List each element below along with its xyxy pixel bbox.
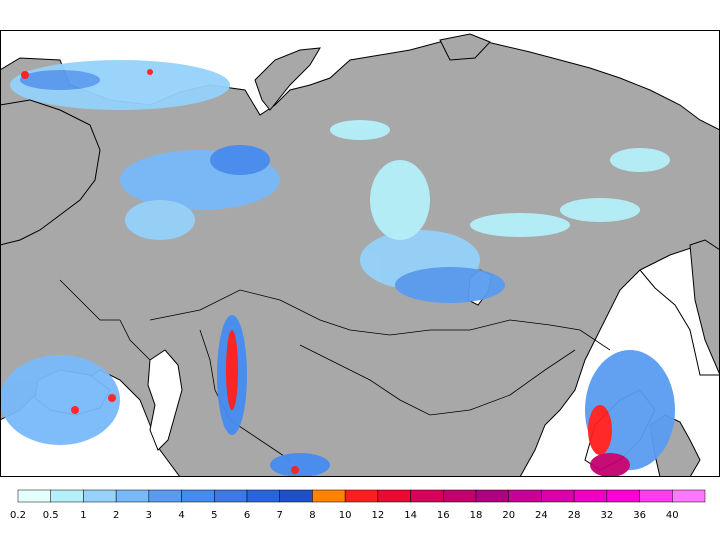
precip-west-siberia-core bbox=[210, 145, 270, 175]
legend-label-1: 1 bbox=[80, 510, 86, 521]
precip-korea-japan bbox=[590, 453, 630, 477]
legend-label-14: 14 bbox=[404, 510, 417, 521]
precip-black-sea bbox=[0, 355, 120, 445]
legend-label-4: 4 bbox=[178, 510, 184, 521]
legend-label-5: 5 bbox=[211, 510, 217, 521]
legend-swatch-16 bbox=[443, 489, 477, 503]
legend-swatch-32 bbox=[606, 489, 640, 503]
legend-label-10: 10 bbox=[339, 510, 352, 521]
legend-swatch-18 bbox=[475, 489, 509, 503]
legend-label-0_5: 0.5 bbox=[43, 510, 59, 521]
precipitation-overlays bbox=[0, 60, 675, 477]
legend-swatch-1 bbox=[83, 489, 117, 503]
legend-swatch-2 bbox=[115, 489, 150, 503]
legend-label-12: 12 bbox=[371, 510, 384, 521]
legend-swatch-36 bbox=[639, 489, 673, 503]
caspian-sea bbox=[147, 349, 183, 451]
legend-swatch-28 bbox=[573, 489, 608, 503]
legend-swatch-20 bbox=[508, 489, 542, 503]
legend-label-40: 40 bbox=[666, 510, 679, 521]
legend-label-8: 8 bbox=[309, 510, 315, 521]
legend-swatch-14 bbox=[410, 489, 444, 503]
legend-label-7: 7 bbox=[277, 510, 283, 521]
legend-swatch-7 bbox=[279, 489, 313, 503]
legend-swatch-3 bbox=[148, 489, 182, 503]
landmass-scandinavia bbox=[0, 99, 101, 246]
precipitation-map bbox=[0, 30, 720, 477]
legend-label-28: 28 bbox=[568, 510, 581, 521]
precip-arctic-west-core bbox=[20, 70, 100, 90]
legend-label-0_2: 0.2 bbox=[10, 510, 26, 521]
legend-label-24: 24 bbox=[535, 510, 548, 521]
precipitation-legend: 0.2 0.5 1 2 3 4 5 6 7 8 10 12 14 16 18 20 24 28 32 36 40 bbox=[10, 489, 706, 521]
legend-swatch-5 bbox=[214, 489, 248, 503]
legend-swatch-8 bbox=[312, 489, 346, 503]
legend-swatch-0_5 bbox=[50, 489, 84, 503]
legend-label-6: 6 bbox=[244, 510, 250, 521]
legend-label-16: 16 bbox=[437, 510, 450, 521]
legend-swatch-12 bbox=[377, 489, 411, 503]
legend-swatch-0_2 bbox=[17, 489, 51, 503]
landmass-eurasia bbox=[0, 37, 720, 477]
peninsula-kamchatka bbox=[689, 239, 720, 376]
legend-label-20: 20 bbox=[502, 510, 515, 521]
legend-label-36: 36 bbox=[633, 510, 646, 521]
legend-swatch-6 bbox=[246, 489, 280, 503]
legend-label-32: 32 bbox=[600, 510, 613, 521]
legend-swatch-10 bbox=[344, 489, 379, 503]
legend-swatch-24 bbox=[541, 489, 575, 503]
island-severnaya-zemlya bbox=[439, 33, 491, 61]
island-novaya-zemlya bbox=[254, 47, 321, 111]
legend-label-3: 3 bbox=[146, 510, 152, 521]
legend-swatch-40 bbox=[672, 489, 706, 503]
legend-label-2: 2 bbox=[113, 510, 119, 521]
legend-swatch-4 bbox=[181, 489, 215, 503]
legend-label-18: 18 bbox=[470, 510, 483, 521]
